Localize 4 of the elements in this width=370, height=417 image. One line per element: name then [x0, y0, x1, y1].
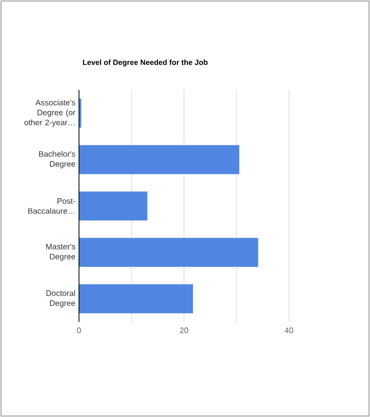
bar: [78, 191, 148, 221]
bar: [78, 145, 240, 174]
bar: [78, 284, 194, 314]
bar: [78, 238, 258, 267]
